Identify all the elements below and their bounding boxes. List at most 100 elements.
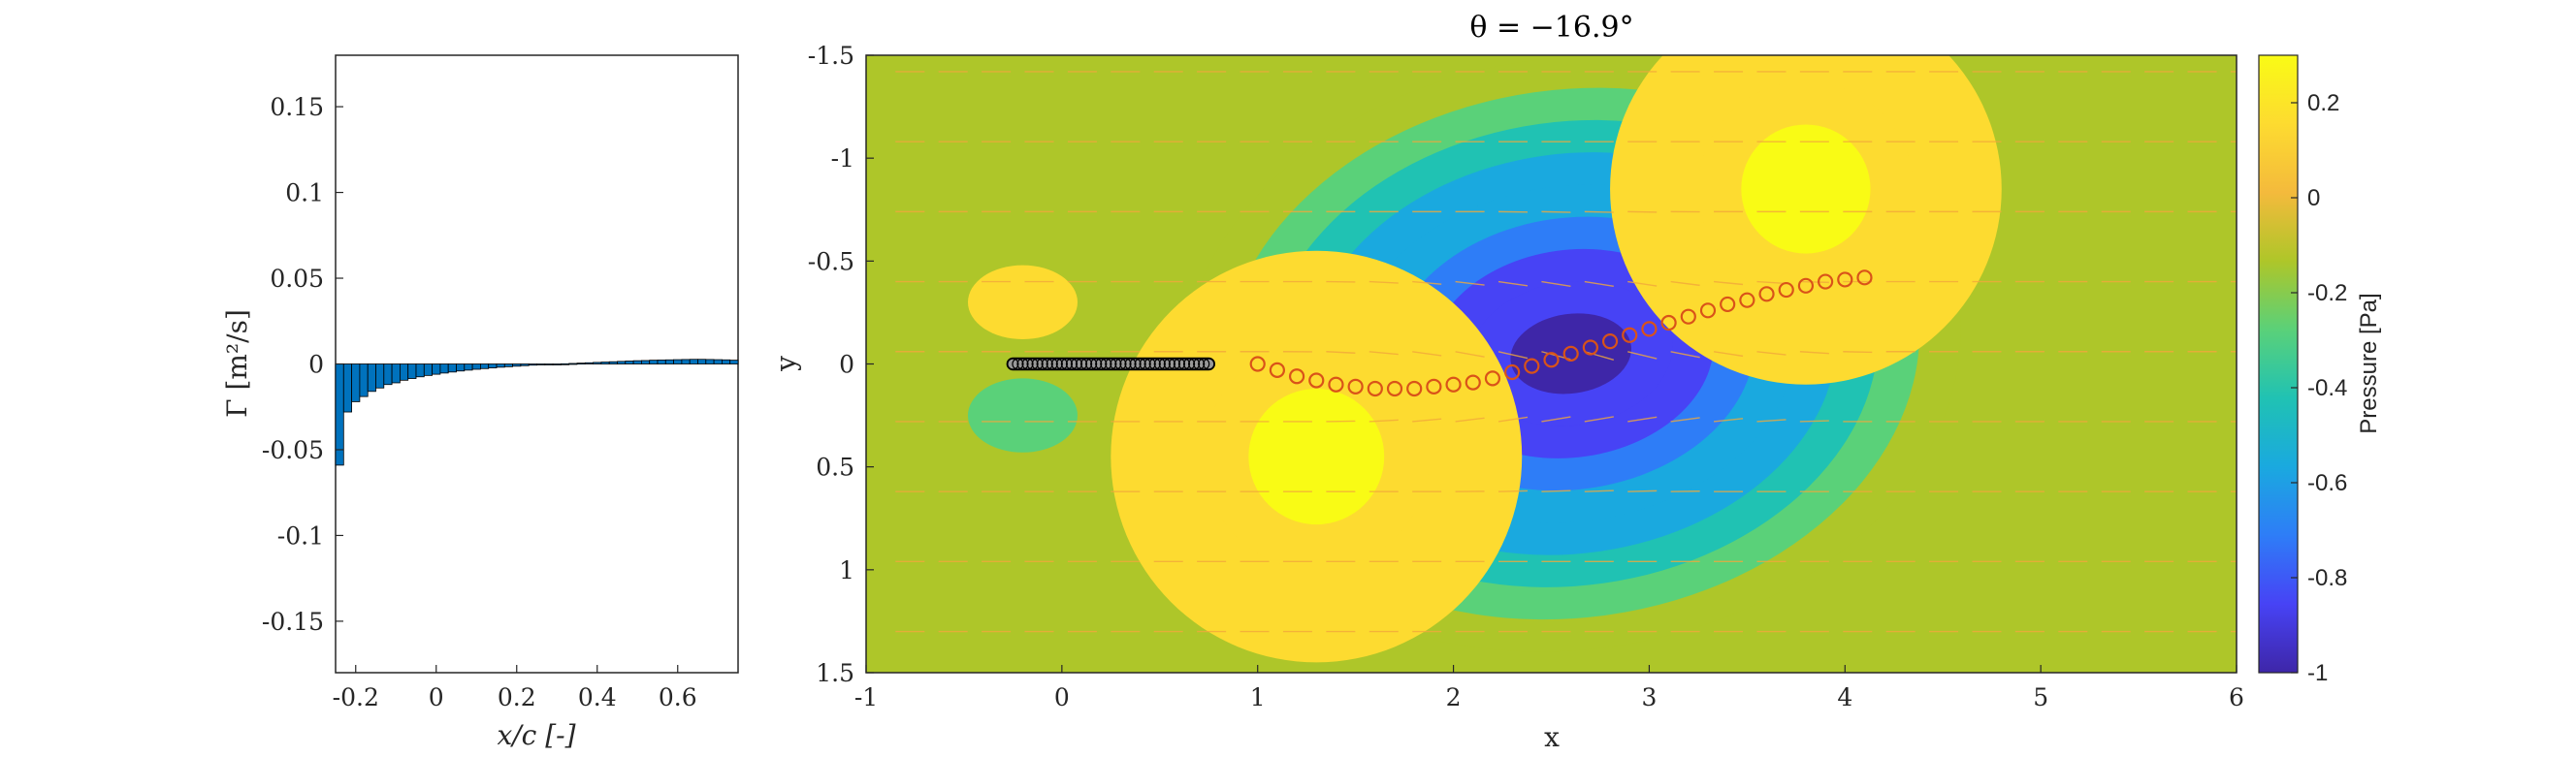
bar — [351, 363, 361, 402]
wake-marker — [1406, 380, 1423, 397]
wake-marker — [1308, 372, 1325, 389]
velocity-arrow — [1368, 419, 1399, 423]
wake-marker — [1817, 273, 1834, 290]
plate-marker — [1198, 358, 1210, 370]
plate-marker — [1148, 358, 1161, 370]
velocity-arrow — [1497, 351, 1529, 360]
velocity-arrow — [1627, 489, 1658, 492]
plate-marker — [1036, 358, 1048, 370]
y-tick-label: -0.1 — [277, 521, 324, 550]
bar — [383, 363, 393, 386]
bar — [456, 363, 466, 372]
contour-band — [967, 265, 1079, 340]
plate-marker — [1079, 358, 1093, 370]
velocity-arrow — [1670, 417, 1700, 423]
bar — [407, 363, 417, 379]
wake-marker — [1562, 345, 1579, 362]
y-tick-label: 0 — [839, 351, 854, 379]
plate-marker — [1124, 358, 1137, 370]
plate-marker — [1158, 358, 1171, 370]
wake-marker — [1699, 302, 1717, 319]
bar — [697, 359, 707, 364]
velocity-arrow — [1455, 351, 1485, 358]
bar — [359, 363, 369, 397]
wake-marker — [1758, 286, 1775, 302]
velocity-arrow — [1713, 280, 1744, 286]
bar — [439, 363, 449, 374]
plate-marker — [1203, 358, 1215, 370]
velocity-arrow — [1541, 489, 1571, 492]
velocity-arrow — [1756, 419, 1787, 423]
bar — [625, 361, 634, 364]
plate-marker — [1055, 358, 1068, 370]
bar — [722, 359, 731, 364]
wake-marker — [1484, 370, 1501, 387]
x-tick-label: 0 — [1054, 683, 1070, 711]
bar — [399, 363, 409, 381]
plate-marker — [1065, 358, 1079, 370]
flat-plate-markers — [1006, 357, 1215, 371]
contour-y-label: y — [770, 356, 802, 372]
plate-marker — [1173, 358, 1186, 370]
plate-marker — [1026, 358, 1039, 370]
pressure-contour-chart: -1 0 1 2 3 4 5 6 -1.5-1-0.500.511.5 θ = −16.9° … — [770, 11, 2382, 753]
bar — [552, 363, 562, 365]
wake-marker — [1680, 308, 1696, 325]
x-tick-label: 0 — [429, 683, 444, 711]
contour-title: θ = −16.9° — [1469, 11, 1633, 45]
bar — [503, 363, 513, 367]
velocity-arrow — [1584, 351, 1615, 361]
plate-marker — [1031, 358, 1044, 370]
plate-marker — [1007, 358, 1019, 370]
plate-marker — [1193, 358, 1206, 370]
wake-marker — [1856, 269, 1873, 286]
velocity-arrow — [1541, 280, 1571, 287]
bar — [367, 363, 376, 393]
contour-x-ticks: -1 0 1 2 3 4 5 6 — [854, 665, 2244, 711]
bar — [391, 363, 401, 384]
bar — [512, 363, 522, 367]
velocity-arrow — [1670, 280, 1700, 287]
plate-marker — [1090, 358, 1103, 370]
plate-marker — [1163, 358, 1175, 370]
velocity-arrow — [1756, 280, 1787, 285]
colorbar-tick-label: -0.6 — [2307, 470, 2347, 496]
y-tick-label: -0.15 — [262, 608, 324, 636]
colorbar-tick-label: 0 — [2307, 185, 2320, 211]
wake-marker — [1465, 374, 1481, 391]
colorbar — [2258, 54, 2299, 674]
contour-x-label: x — [1544, 721, 1560, 753]
velocity-arrow — [1326, 351, 1356, 354]
bar — [471, 363, 481, 370]
colorbar-tick-label: -0.4 — [2307, 375, 2347, 401]
velocity-arrow — [1497, 489, 1529, 492]
plate-marker — [1016, 358, 1029, 370]
x-tick-label: -0.2 — [333, 683, 379, 711]
bar — [528, 363, 537, 366]
y-tick-label: -1 — [831, 144, 854, 173]
colorbar-tick-label: -0.8 — [2307, 565, 2347, 591]
circulation-bar-chart: -0.2 0 0.2 0.4 0.6 -0.15 -0.1 -0.05 0 0.05 0.1 0.1… — [221, 54, 739, 751]
plate-marker — [1139, 358, 1151, 370]
x-tick-label: 2 — [1446, 683, 1462, 711]
velocity-arrow — [1799, 280, 1829, 284]
velocity-arrow — [1584, 210, 1614, 213]
bar-chart-y-label: Γ [m²/s] — [221, 309, 253, 418]
bar — [496, 363, 505, 368]
wake-marker — [1622, 327, 1638, 343]
velocity-arrow — [1756, 351, 1787, 356]
bar — [561, 363, 570, 365]
x-tick-label: 0.4 — [578, 683, 617, 711]
wake-markers — [1249, 269, 1873, 397]
bar — [544, 363, 554, 365]
plate-marker — [1188, 358, 1201, 370]
plate-marker — [1046, 358, 1058, 370]
plate-marker — [1041, 358, 1053, 370]
x-tick-label: 0.6 — [659, 683, 697, 711]
y-tick-label: 1.5 — [816, 659, 854, 687]
wake-marker — [1328, 376, 1344, 393]
wake-marker — [1641, 321, 1658, 337]
velocity-arrow — [1627, 210, 1658, 213]
x-tick-label: 1 — [1250, 683, 1266, 711]
